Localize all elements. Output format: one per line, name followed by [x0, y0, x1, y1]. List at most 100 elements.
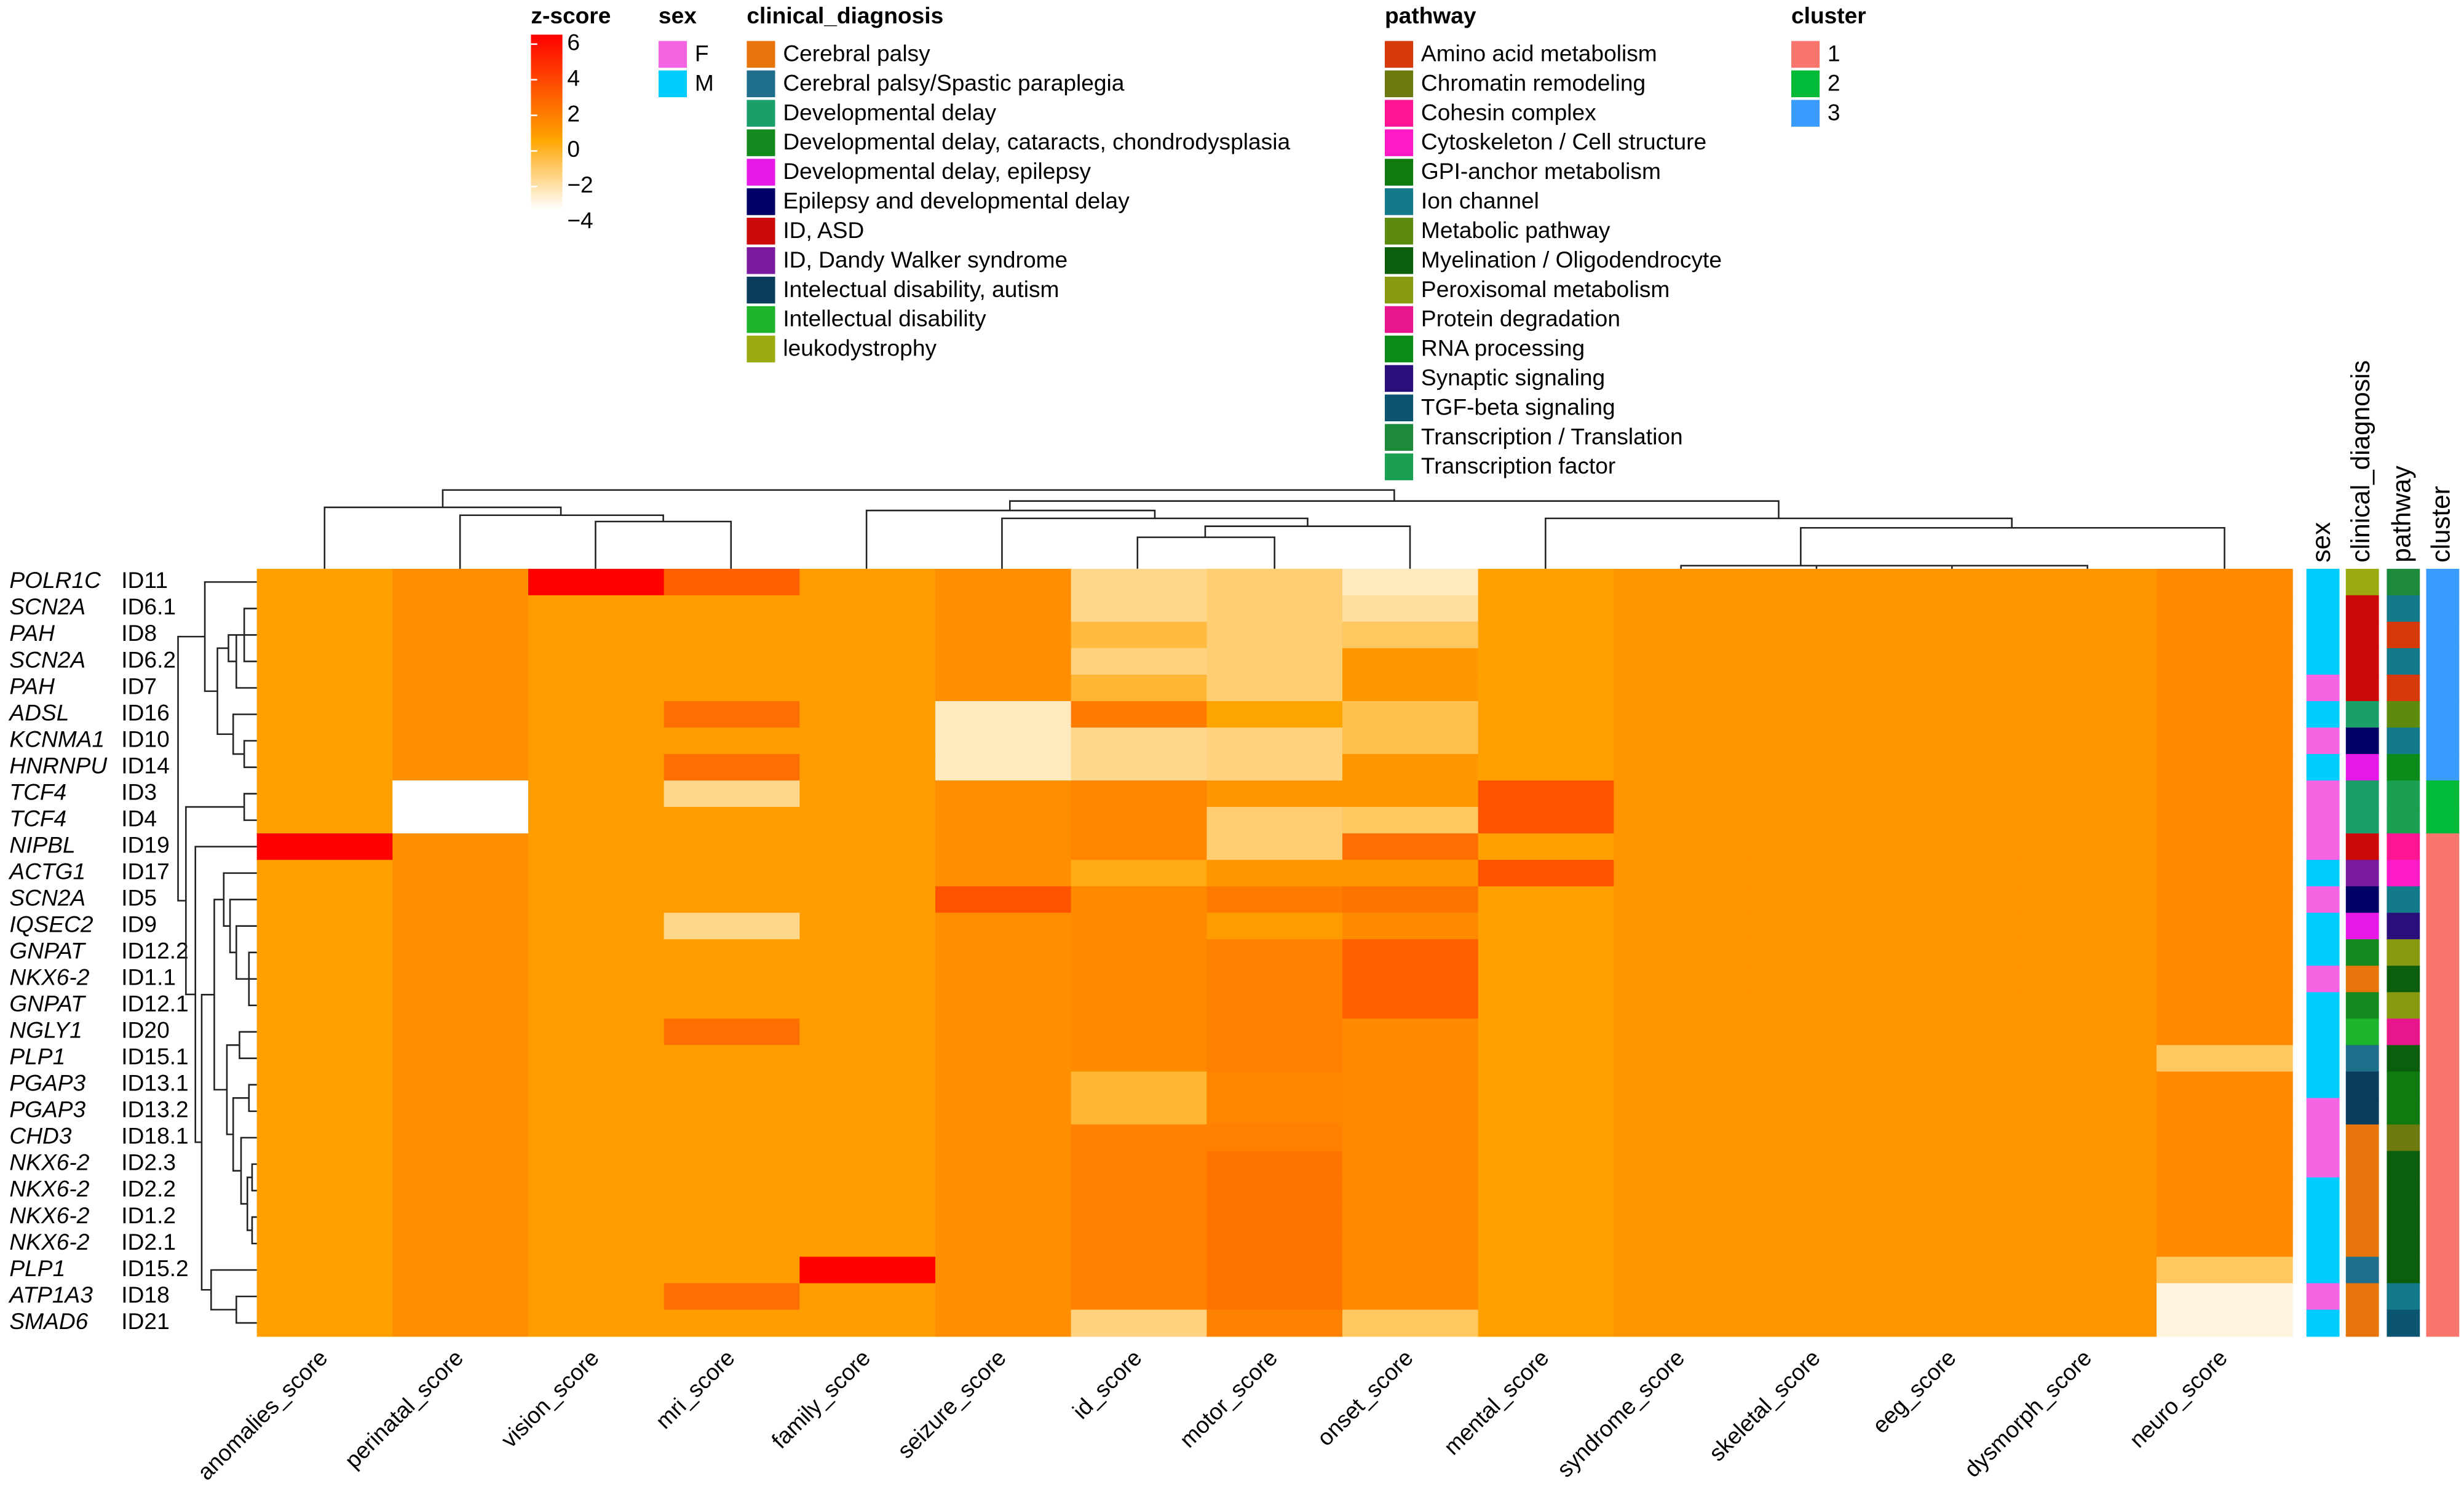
annotation-cell — [2387, 754, 2420, 782]
heatmap-cell — [664, 780, 801, 808]
heatmap-cell — [1206, 913, 1344, 940]
annotation-cell — [2387, 1309, 2420, 1337]
heatmap-cell — [1071, 1071, 1208, 1099]
column-label: onset_score — [1312, 1344, 1418, 1451]
heatmap-cell — [2021, 939, 2158, 967]
heatmap-cell — [935, 1204, 1072, 1231]
row-dendrogram — [177, 581, 257, 1324]
heatmap-cell — [2157, 1283, 2293, 1311]
row-id-label: ID9 — [121, 911, 157, 937]
heatmap-cell — [1478, 1283, 1615, 1311]
heatmap-cell — [256, 621, 394, 649]
heatmap-cell — [799, 807, 937, 835]
heatmap-cell — [935, 807, 1072, 835]
heatmap-cell — [799, 860, 937, 887]
heatmap-cell — [1478, 860, 1615, 887]
heatmap-cell — [256, 780, 394, 808]
heatmap-cell — [392, 913, 529, 940]
heatmap-cell — [935, 1151, 1072, 1178]
heatmap-cell — [664, 595, 801, 622]
column-label: eeg_score — [1867, 1344, 1960, 1438]
heatmap-cell — [2021, 780, 2158, 808]
heatmap-cell — [935, 833, 1072, 861]
heatmap-cell — [1342, 1071, 1479, 1099]
heatmap-cell — [799, 1018, 937, 1046]
heatmap-cell — [1749, 1230, 1886, 1258]
heatmap-cell — [1342, 939, 1479, 967]
legend-swatch — [1385, 276, 1414, 304]
row-gene-label: IQSEC2 — [9, 911, 93, 937]
annotation-cell — [2426, 913, 2460, 940]
heatmap-cell — [1478, 728, 1615, 755]
heatmap-cell — [1614, 860, 1751, 887]
heatmap-cell — [664, 1230, 801, 1258]
heatmap-cell — [1071, 674, 1208, 702]
legend-swatch — [747, 41, 775, 68]
annotation-cell — [2306, 1256, 2340, 1284]
annotation-cell — [2426, 780, 2460, 808]
row-gene-label: KCNMA1 — [9, 726, 105, 752]
heatmap-cell — [528, 1256, 665, 1284]
row-gene-label: ACTG1 — [8, 858, 85, 884]
row-gene-label: PGAP3 — [9, 1097, 85, 1122]
heatmap-cell — [1614, 939, 1751, 967]
heatmap-cell — [2157, 728, 2293, 755]
annotation-cell — [2387, 648, 2420, 675]
heatmap-cell — [1749, 833, 1886, 861]
annotation-cell — [2345, 939, 2379, 967]
row-id-label: ID12.2 — [121, 938, 188, 964]
heatmap-cell — [799, 780, 937, 808]
heatmap-cell — [1749, 1256, 1886, 1284]
row-id-label: ID20 — [121, 1017, 169, 1043]
heatmap-cell — [2021, 1230, 2158, 1258]
heatmap-cell — [1342, 860, 1479, 887]
heatmap-cell — [256, 1309, 394, 1337]
heatmap-cell — [1071, 833, 1208, 861]
heatmap-cell — [2021, 966, 2158, 993]
heatmap-cell — [1478, 1018, 1615, 1046]
heatmap-cell — [392, 1256, 529, 1284]
heatmap-cell — [1614, 1045, 1751, 1073]
annotation-cell — [2387, 913, 2420, 940]
heatmap-cell — [1071, 807, 1208, 835]
annotation-cell — [2345, 568, 2379, 596]
heatmap-cell — [2157, 1309, 2293, 1337]
annotation-cell — [2345, 754, 2379, 782]
heatmap-cell — [1071, 913, 1208, 940]
annotation-cell — [2387, 1124, 2420, 1152]
heatmap-cell — [2021, 1124, 2158, 1152]
heatmap-cell — [1342, 913, 1479, 940]
annotation-cell — [2306, 700, 2340, 729]
annotation-cell — [2426, 1124, 2460, 1152]
heatmap-cell — [1478, 807, 1615, 835]
heatmap-cell — [1885, 1256, 2022, 1284]
heatmap-cell — [528, 1177, 665, 1205]
heatmap-cell — [664, 754, 801, 782]
heatmap-cell — [2157, 1151, 2293, 1178]
heatmap-cell — [2157, 1124, 2293, 1152]
annotation-cell — [2345, 1177, 2379, 1205]
row-id-label: ID8 — [121, 620, 157, 646]
heatmap-cell — [2021, 1018, 2158, 1046]
legend-swatch — [1385, 41, 1414, 68]
legend-label: TGF-beta signaling — [1421, 394, 1615, 419]
annotation-cell — [2345, 595, 2379, 622]
heatmap-cell — [935, 939, 1072, 967]
annotation-cell — [2387, 1177, 2420, 1205]
annotation-name: clinical_diagnosis — [2346, 360, 2375, 563]
row-gene-label: GNPAT — [9, 938, 86, 964]
annotation-cell — [2345, 1071, 2379, 1099]
column-label: anomalies_score — [192, 1344, 332, 1485]
row-gene-label: GNPAT — [9, 991, 86, 1017]
annotation-cell — [2306, 1309, 2340, 1337]
heatmap-cell — [256, 595, 394, 622]
heatmap-cell — [392, 886, 529, 914]
annotation-cell — [2306, 1177, 2340, 1205]
legend-swatch — [1385, 335, 1414, 363]
heatmap-cell — [392, 780, 529, 808]
annotation-cell — [2345, 648, 2379, 675]
heatmap-cell — [1342, 1151, 1479, 1178]
heatmap-cell — [935, 595, 1072, 622]
annotation-cell — [2426, 1098, 2460, 1125]
heatmap-cell — [256, 913, 394, 940]
